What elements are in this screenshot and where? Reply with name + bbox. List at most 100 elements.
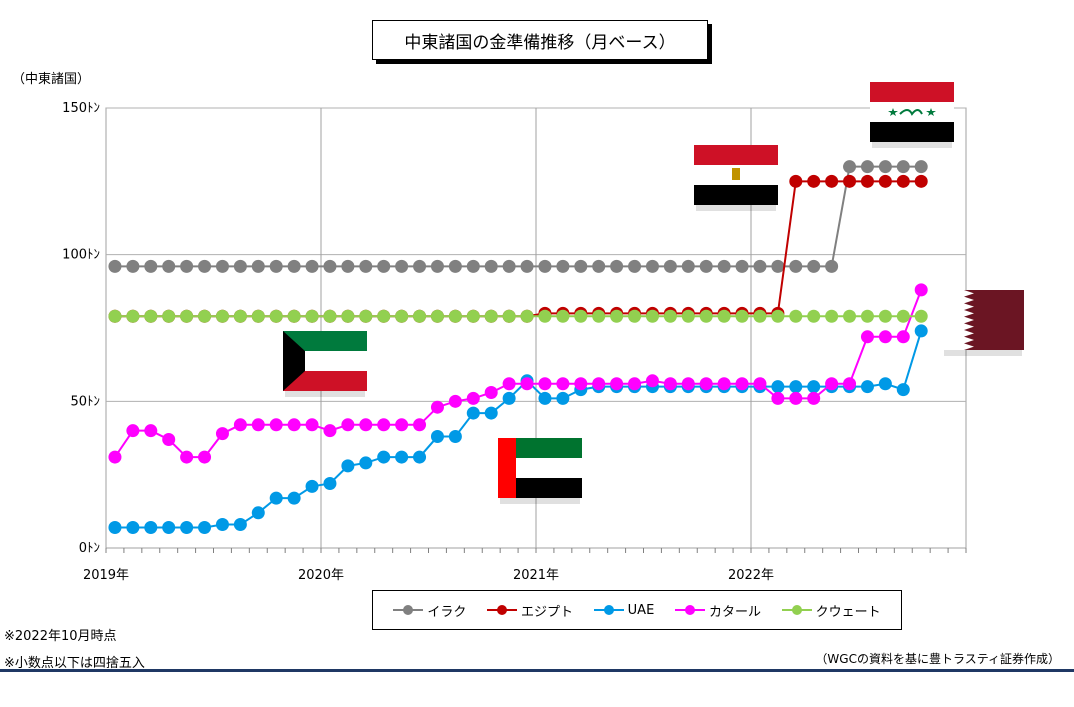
data-point (215, 427, 229, 441)
data-point (233, 309, 247, 323)
data-point (807, 380, 821, 394)
data-point (502, 309, 516, 323)
data-point (860, 380, 874, 394)
data-point (377, 309, 391, 323)
data-point (215, 309, 229, 323)
legend-item: イラク (393, 601, 466, 620)
data-point (914, 160, 928, 174)
data-point (520, 259, 534, 273)
note-date: ※2022年10月時点 (4, 629, 117, 644)
data-point (538, 259, 552, 273)
data-point (914, 309, 928, 323)
data-point (645, 259, 659, 273)
uae-flag (498, 438, 582, 504)
data-point (430, 309, 444, 323)
chart-legend: イラク エジプト UAE カタール クウェート (372, 590, 902, 630)
data-point (287, 491, 301, 505)
data-point (825, 259, 839, 273)
data-point (323, 259, 337, 273)
data-point (466, 406, 480, 420)
data-point (341, 259, 355, 273)
data-point (717, 309, 731, 323)
data-point (807, 174, 821, 188)
legend-swatch-icon (393, 605, 424, 615)
qatar-flag (942, 290, 1024, 356)
data-point (359, 456, 373, 470)
data-point (825, 309, 839, 323)
data-point (878, 330, 892, 344)
legend-item: UAE (593, 603, 654, 618)
data-point (843, 174, 857, 188)
data-point (162, 432, 176, 446)
data-point (610, 309, 624, 323)
data-point (144, 259, 158, 273)
data-point (556, 391, 570, 405)
data-point (305, 259, 319, 273)
data-point (448, 394, 462, 408)
data-point (896, 309, 910, 323)
data-point (484, 386, 498, 400)
data-point (663, 259, 677, 273)
data-point (269, 418, 283, 432)
data-point (233, 518, 247, 532)
data-point (251, 259, 265, 273)
data-point (233, 259, 247, 273)
data-point (144, 424, 158, 438)
line-chart: 0ﾄﾝ 50ﾄﾝ 100ﾄﾝ 150ﾄﾝ 2019年 2020年 2021年 2022年 (62, 82, 1024, 583)
data-point (556, 309, 570, 323)
data-point (628, 377, 642, 391)
data-point (305, 479, 319, 493)
data-point (430, 259, 444, 273)
data-point (645, 309, 659, 323)
data-point (843, 160, 857, 174)
data-point (825, 377, 839, 391)
data-point (538, 309, 552, 323)
data-point (395, 418, 409, 432)
data-point (126, 309, 140, 323)
data-point (162, 520, 176, 534)
data-point (735, 259, 749, 273)
data-point (789, 391, 803, 405)
legend-swatch-icon (674, 605, 705, 615)
data-point (162, 309, 176, 323)
iraq-flag (870, 82, 954, 148)
data-point (878, 174, 892, 188)
data-point (860, 160, 874, 174)
data-point (269, 309, 283, 323)
y-unit-label: （中東諸国） (12, 72, 91, 87)
data-point (860, 309, 874, 323)
data-point (502, 259, 516, 273)
legend-swatch-icon (593, 605, 624, 615)
data-point (896, 330, 910, 344)
data-point (233, 418, 247, 432)
data-point (180, 259, 194, 273)
data-point (878, 309, 892, 323)
data-point (395, 259, 409, 273)
data-point (789, 259, 803, 273)
x-tick-label: 2019年 (83, 568, 129, 583)
data-point (592, 259, 606, 273)
series-line-3 (114, 289, 923, 459)
data-point (771, 259, 785, 273)
data-point (359, 259, 373, 273)
x-tick-label: 2021年 (513, 568, 559, 583)
data-point (144, 520, 158, 534)
data-point (843, 309, 857, 323)
data-point (323, 424, 337, 438)
data-point (144, 309, 158, 323)
data-point (574, 377, 588, 391)
data-point (180, 309, 194, 323)
chart-title: 中東諸国の金準備推移（月ベース） (372, 20, 708, 60)
legend-item: クウェート (781, 601, 881, 620)
data-point (251, 418, 265, 432)
data-point (717, 377, 731, 391)
data-point (914, 283, 928, 297)
data-point (878, 377, 892, 391)
data-point (126, 259, 140, 273)
data-point (484, 259, 498, 273)
data-point (520, 309, 534, 323)
data-point (305, 309, 319, 323)
data-point (681, 377, 695, 391)
y-tick-label: 50ﾄﾝ (70, 394, 100, 409)
data-point (628, 259, 642, 273)
